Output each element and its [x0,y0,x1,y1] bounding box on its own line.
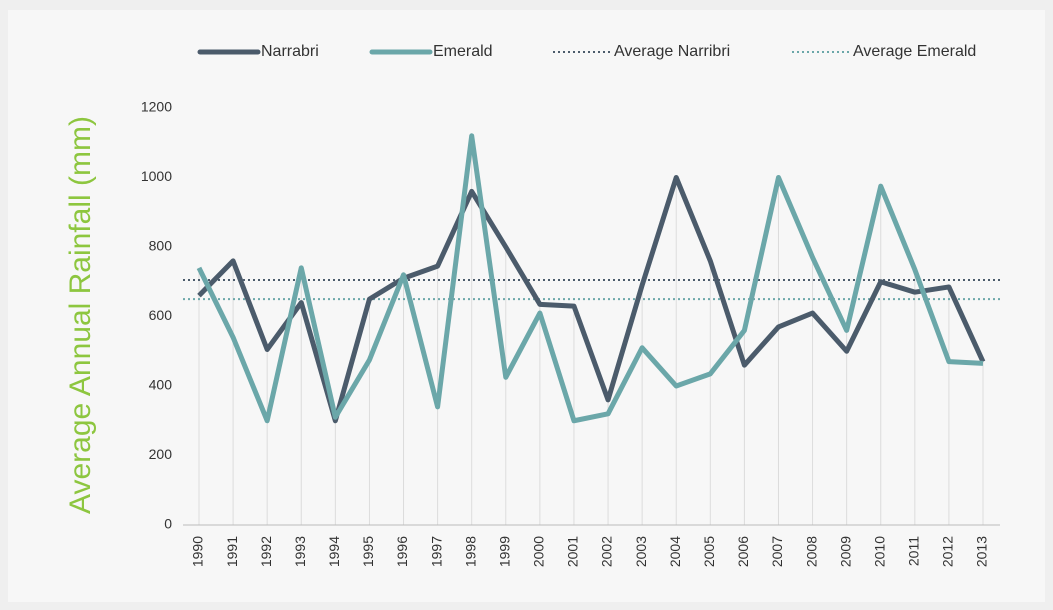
y-tick-label: 1200 [141,99,172,115]
x-tick-label: 1995 [360,536,376,567]
x-tick-label: 2004 [667,536,683,567]
x-tick-label: 2006 [735,536,751,567]
x-tick-label: 2007 [769,536,785,567]
x-tick-label: 2012 [940,536,956,567]
legend-label: Average Narribri [614,43,730,60]
y-axis-label: Average Annual Rainfall (mm) [64,116,97,514]
x-tick-label: 1992 [258,536,274,567]
x-tick-label: 1994 [326,536,342,567]
legend-label: Emerald [433,43,493,60]
y-tick-label: 0 [164,516,172,532]
legend-label: Average Emerald [853,43,976,60]
y-tick-label: 600 [149,307,173,323]
y-tick-label: 200 [149,446,173,462]
legend-label: Narrabri [261,43,319,60]
x-tick-label: 2011 [906,536,922,566]
y-tick-label: 800 [149,238,173,254]
x-tick-label: 1990 [190,536,206,567]
x-tick-label: 1997 [428,536,444,567]
x-tick-label: 2000 [531,536,547,567]
x-tick-label: 1991 [224,536,240,567]
x-tick-label: 2005 [701,536,717,567]
x-tick-label: 2010 [871,536,887,567]
x-tick-label: 1998 [462,536,478,567]
x-tick-label: 2013 [974,536,990,567]
x-tick-label: 2002 [599,536,615,567]
card [8,10,1045,602]
x-tick-label: 1993 [292,536,308,567]
x-tick-label: 1999 [496,536,512,567]
x-tick-label: 2008 [803,536,819,567]
y-tick-label: 400 [149,377,173,393]
x-tick-label: 2003 [633,536,649,567]
x-tick-label: 1996 [394,536,410,567]
x-tick-label: 2009 [837,536,853,567]
y-tick-label: 1000 [141,168,172,184]
series-line [196,133,984,424]
x-tick-label: 2001 [565,536,581,567]
